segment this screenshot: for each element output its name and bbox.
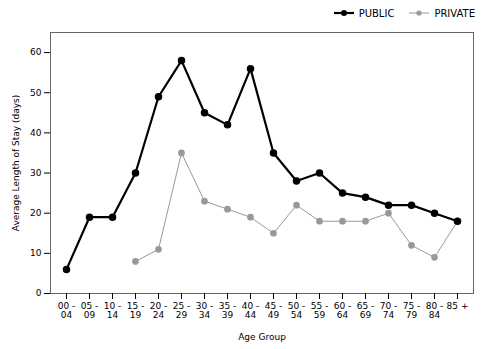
svg-text:85 +: 85 + bbox=[447, 301, 469, 311]
svg-text:20 -24: 20 -24 bbox=[150, 301, 168, 320]
svg-text:Average Length of Stay (days): Average Length of Stay (days) bbox=[11, 95, 21, 231]
html-text:PUBLIC: PUBLIC bbox=[358, 7, 395, 19]
svg-text:60 -64: 60 -64 bbox=[334, 301, 352, 320]
svg-text:80 -84: 80 -84 bbox=[426, 301, 444, 320]
html-text:PRIVATE: PRIVATE bbox=[434, 7, 475, 19]
svg-text:45 -49: 45 -49 bbox=[265, 301, 283, 320]
svg-text:00 -04: 00 -04 bbox=[58, 301, 76, 320]
svg-text:05 -09: 05 -09 bbox=[81, 301, 99, 320]
svg-text:70 -74: 70 -74 bbox=[380, 301, 398, 320]
svg-text:55 -59: 55 -59 bbox=[311, 301, 329, 320]
svg-text:10: 10 bbox=[30, 248, 42, 258]
svg-text:35 -39: 35 -39 bbox=[219, 301, 237, 320]
svg-text:40: 40 bbox=[30, 128, 42, 138]
svg-text:20: 20 bbox=[30, 208, 42, 218]
svg-text:0: 0 bbox=[36, 288, 42, 298]
svg-text:30 -34: 30 -34 bbox=[196, 301, 214, 320]
svg-text:50 -54: 50 -54 bbox=[288, 301, 306, 320]
svg-text:30: 30 bbox=[30, 168, 42, 178]
svg-text:15 -19: 15 -19 bbox=[127, 301, 145, 320]
svg-text:50: 50 bbox=[30, 88, 42, 98]
svg-text:40 -44: 40 -44 bbox=[242, 301, 260, 320]
svg-text:65 -69: 65 -69 bbox=[357, 301, 375, 320]
svg-text:Age Group: Age Group bbox=[238, 332, 286, 342]
svg-text:60: 60 bbox=[30, 47, 42, 57]
svg-text:75 -79: 75 -79 bbox=[403, 301, 421, 320]
svg-text:25 -29: 25 -29 bbox=[173, 301, 191, 320]
svg-text:10 -14: 10 -14 bbox=[104, 301, 122, 320]
